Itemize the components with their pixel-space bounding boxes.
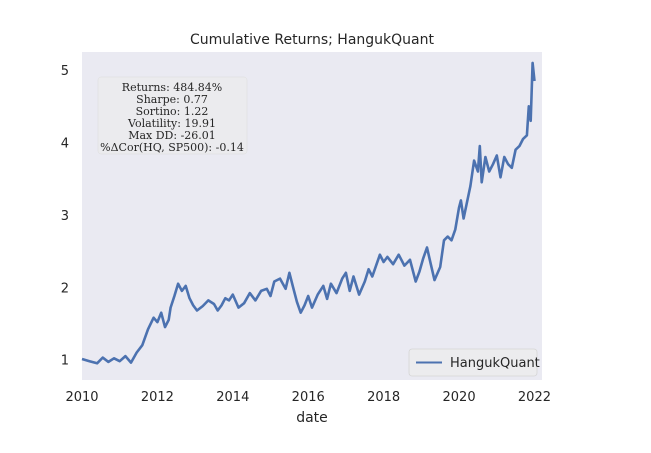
stats-box-background [97, 76, 248, 155]
x-axis-ticks: 2010 2012 2014 2016 2018 2020 2022 [65, 390, 551, 405]
x-tick-label: 2014 [216, 390, 249, 405]
legend-label: HangukQuant [450, 356, 540, 371]
y-tick-label: 2 [61, 281, 69, 296]
stats-sortino: Sortino: 1.22 [136, 105, 209, 118]
legend: HangukQuant [408, 348, 540, 377]
stats-sharpe: Sharpe: 0.77 [136, 93, 208, 106]
x-tick-label: 2010 [65, 390, 98, 405]
stats-volatility: Volatility: 19.91 [127, 117, 216, 130]
x-tick-label: 2022 [518, 390, 551, 405]
series-line-0 [81, 61, 536, 365]
legend-box [408, 348, 538, 377]
y-tick-label: 1 [61, 354, 69, 369]
x-axis-label: date [296, 410, 328, 426]
x-tick-label: 2016 [292, 390, 325, 405]
y-tick-label: 3 [61, 209, 69, 224]
x-tick-label: 2018 [367, 390, 400, 405]
y-tick-label: 5 [61, 64, 69, 79]
stats-returns: Returns: 484.84% [122, 81, 222, 94]
x-tick-label: 2020 [443, 390, 476, 405]
y-axis-ticks: 1 2 3 4 5 [61, 64, 69, 369]
chart-title: Cumulative Returns; HangukQuant [190, 32, 434, 48]
x-tick-label: 2012 [141, 390, 174, 405]
y-tick-label: 4 [61, 137, 69, 152]
stats-max-dd: Max DD: -26.01 [128, 129, 216, 142]
series-layer [81, 61, 536, 365]
stats-delta-cor: %ΔCor(HQ, SP500): -0.14 [100, 141, 244, 154]
stats-box: Returns: 484.84% Sharpe: 0.77 Sortino: 1… [97, 76, 248, 155]
